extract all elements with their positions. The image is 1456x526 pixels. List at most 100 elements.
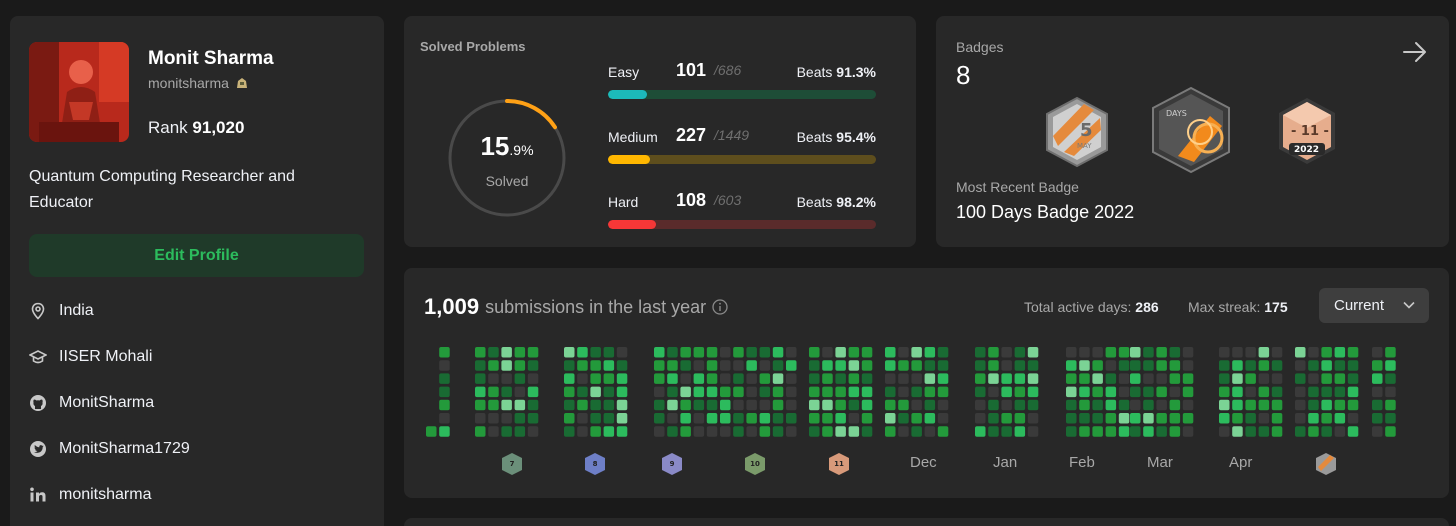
heatmap-day-cell[interactable] — [680, 413, 691, 424]
heatmap-day-cell[interactable] — [975, 360, 986, 371]
heatmap-day-cell[interactable] — [786, 360, 797, 371]
year-dropdown[interactable]: Current — [1319, 288, 1429, 323]
heatmap-day-cell[interactable] — [1232, 426, 1243, 437]
heatmap-day-cell[interactable] — [667, 399, 678, 411]
heatmap-day-cell[interactable] — [1105, 360, 1117, 371]
linkedin-row[interactable]: monitsharma — [29, 486, 151, 504]
100-days-badge-icon[interactable]: DAYS — [1150, 86, 1232, 174]
heatmap-day-cell[interactable] — [861, 360, 873, 371]
heatmap-day-cell[interactable] — [1308, 426, 1319, 437]
heatmap-day-cell[interactable] — [1092, 360, 1103, 371]
heatmap-day-cell[interactable] — [809, 426, 820, 437]
heatmap-day-cell[interactable] — [1014, 347, 1026, 358]
heatmap-day-cell[interactable] — [577, 413, 588, 424]
heatmap-day-cell[interactable] — [1118, 413, 1130, 424]
heatmap-day-cell[interactable] — [527, 347, 539, 358]
heatmap-day-cell[interactable] — [439, 426, 450, 437]
heatmap-day-cell[interactable] — [439, 399, 450, 411]
heatmap-day-cell[interactable] — [786, 413, 797, 424]
heatmap-day-cell[interactable] — [1219, 360, 1230, 371]
heatmap-day-cell[interactable] — [616, 360, 628, 371]
heatmap-day-cell[interactable] — [603, 373, 615, 384]
heatmap-day-cell[interactable] — [603, 413, 615, 424]
heatmap-day-cell[interactable] — [1143, 413, 1154, 424]
heatmap-day-cell[interactable] — [759, 399, 771, 411]
heatmap-day-cell[interactable] — [937, 347, 949, 358]
heatmap-day-cell[interactable] — [1321, 413, 1332, 424]
heatmap-day-cell[interactable] — [1219, 413, 1230, 424]
heatmap-day-cell[interactable] — [693, 360, 705, 371]
heatmap-day-cell[interactable] — [1079, 373, 1090, 384]
heatmap-day-cell[interactable] — [1092, 426, 1103, 437]
heatmap-day-cell[interactable] — [1219, 386, 1230, 398]
heatmap-day-cell[interactable] — [772, 373, 784, 384]
heatmap-day-cell[interactable] — [733, 399, 744, 411]
heatmap-day-cell[interactable] — [988, 360, 999, 371]
heatmap-day-cell[interactable] — [746, 413, 757, 424]
heatmap-day-cell[interactable] — [1014, 413, 1026, 424]
heatmap-day-cell[interactable] — [488, 360, 499, 371]
heatmap-day-cell[interactable] — [514, 373, 526, 384]
heatmap-day-cell[interactable] — [1092, 347, 1103, 358]
heatmap-day-cell[interactable] — [809, 360, 820, 371]
heatmap-day-cell[interactable] — [1334, 347, 1346, 358]
heatmap-day-cell[interactable] — [1027, 399, 1039, 411]
avatar[interactable] — [29, 42, 129, 142]
heatmap-day-cell[interactable] — [1027, 426, 1039, 437]
heatmap-day-cell[interactable] — [746, 373, 757, 384]
heatmap-day-cell[interactable] — [654, 426, 665, 437]
heatmap-day-cell[interactable] — [706, 399, 718, 411]
heatmap-day-cell[interactable] — [603, 347, 615, 358]
heatmap-day-cell[interactable] — [898, 426, 909, 437]
heatmap-day-cell[interactable] — [988, 413, 999, 424]
heatmap-day-cell[interactable] — [1092, 373, 1103, 384]
heatmap-day-cell[interactable] — [1169, 373, 1181, 384]
heatmap-day-cell[interactable] — [924, 360, 936, 371]
heatmap-day-cell[interactable] — [911, 373, 922, 384]
heatmap-day-cell[interactable] — [786, 373, 797, 384]
heatmap-day-cell[interactable] — [564, 373, 575, 384]
heatmap-day-cell[interactable] — [488, 373, 499, 384]
heatmap-day-cell[interactable] — [809, 399, 820, 411]
heatmap-day-cell[interactable] — [1372, 413, 1383, 424]
heatmap-day-cell[interactable] — [1347, 399, 1359, 411]
heatmap-day-cell[interactable] — [835, 347, 846, 358]
heatmap-day-cell[interactable] — [898, 373, 909, 384]
heatmap-day-cell[interactable] — [720, 386, 731, 398]
heatmap-day-cell[interactable] — [1258, 426, 1270, 437]
heatmap-day-cell[interactable] — [720, 347, 731, 358]
heatmap-day-cell[interactable] — [1182, 399, 1194, 411]
heatmap-day-cell[interactable] — [514, 386, 526, 398]
heatmap-day-cell[interactable] — [924, 399, 936, 411]
heatmap-day-cell[interactable] — [667, 426, 678, 437]
heatmap-day-cell[interactable] — [577, 347, 588, 358]
heatmap-day-cell[interactable] — [527, 373, 539, 384]
monthly-badge-icon[interactable]: 7 — [501, 452, 523, 476]
heatmap-day-cell[interactable] — [733, 413, 744, 424]
heatmap-day-cell[interactable] — [975, 347, 986, 358]
heatmap-day-cell[interactable] — [590, 360, 601, 371]
heatmap-day-cell[interactable] — [1258, 386, 1270, 398]
heatmap-day-cell[interactable] — [1232, 373, 1243, 384]
heatmap-day-cell[interactable] — [1118, 360, 1130, 371]
heatmap-day-cell[interactable] — [1372, 373, 1383, 384]
heatmap-day-cell[interactable] — [1385, 399, 1396, 411]
heatmap-day-cell[interactable] — [1118, 373, 1130, 384]
heatmap-day-cell[interactable] — [564, 386, 575, 398]
heatmap-day-cell[interactable] — [488, 386, 499, 398]
heatmap-day-cell[interactable] — [809, 386, 820, 398]
heatmap-day-cell[interactable] — [1232, 347, 1243, 358]
heatmap-day-cell[interactable] — [848, 347, 860, 358]
heatmap-day-cell[interactable] — [835, 426, 846, 437]
github-row[interactable]: MonitSharma — [29, 394, 154, 412]
heatmap-day-cell[interactable] — [835, 360, 846, 371]
heatmap-day-cell[interactable] — [693, 399, 705, 411]
heatmap-day-cell[interactable] — [680, 386, 691, 398]
heatmap-day-cell[interactable] — [988, 386, 999, 398]
heatmap-day-cell[interactable] — [1182, 373, 1194, 384]
heatmap-day-cell[interactable] — [1372, 347, 1383, 358]
heatmap-day-cell[interactable] — [1334, 360, 1346, 371]
heatmap-day-cell[interactable] — [1156, 360, 1167, 371]
heatmap-day-cell[interactable] — [1079, 413, 1090, 424]
monthly-badge-icon[interactable]: 11 — [828, 452, 850, 476]
